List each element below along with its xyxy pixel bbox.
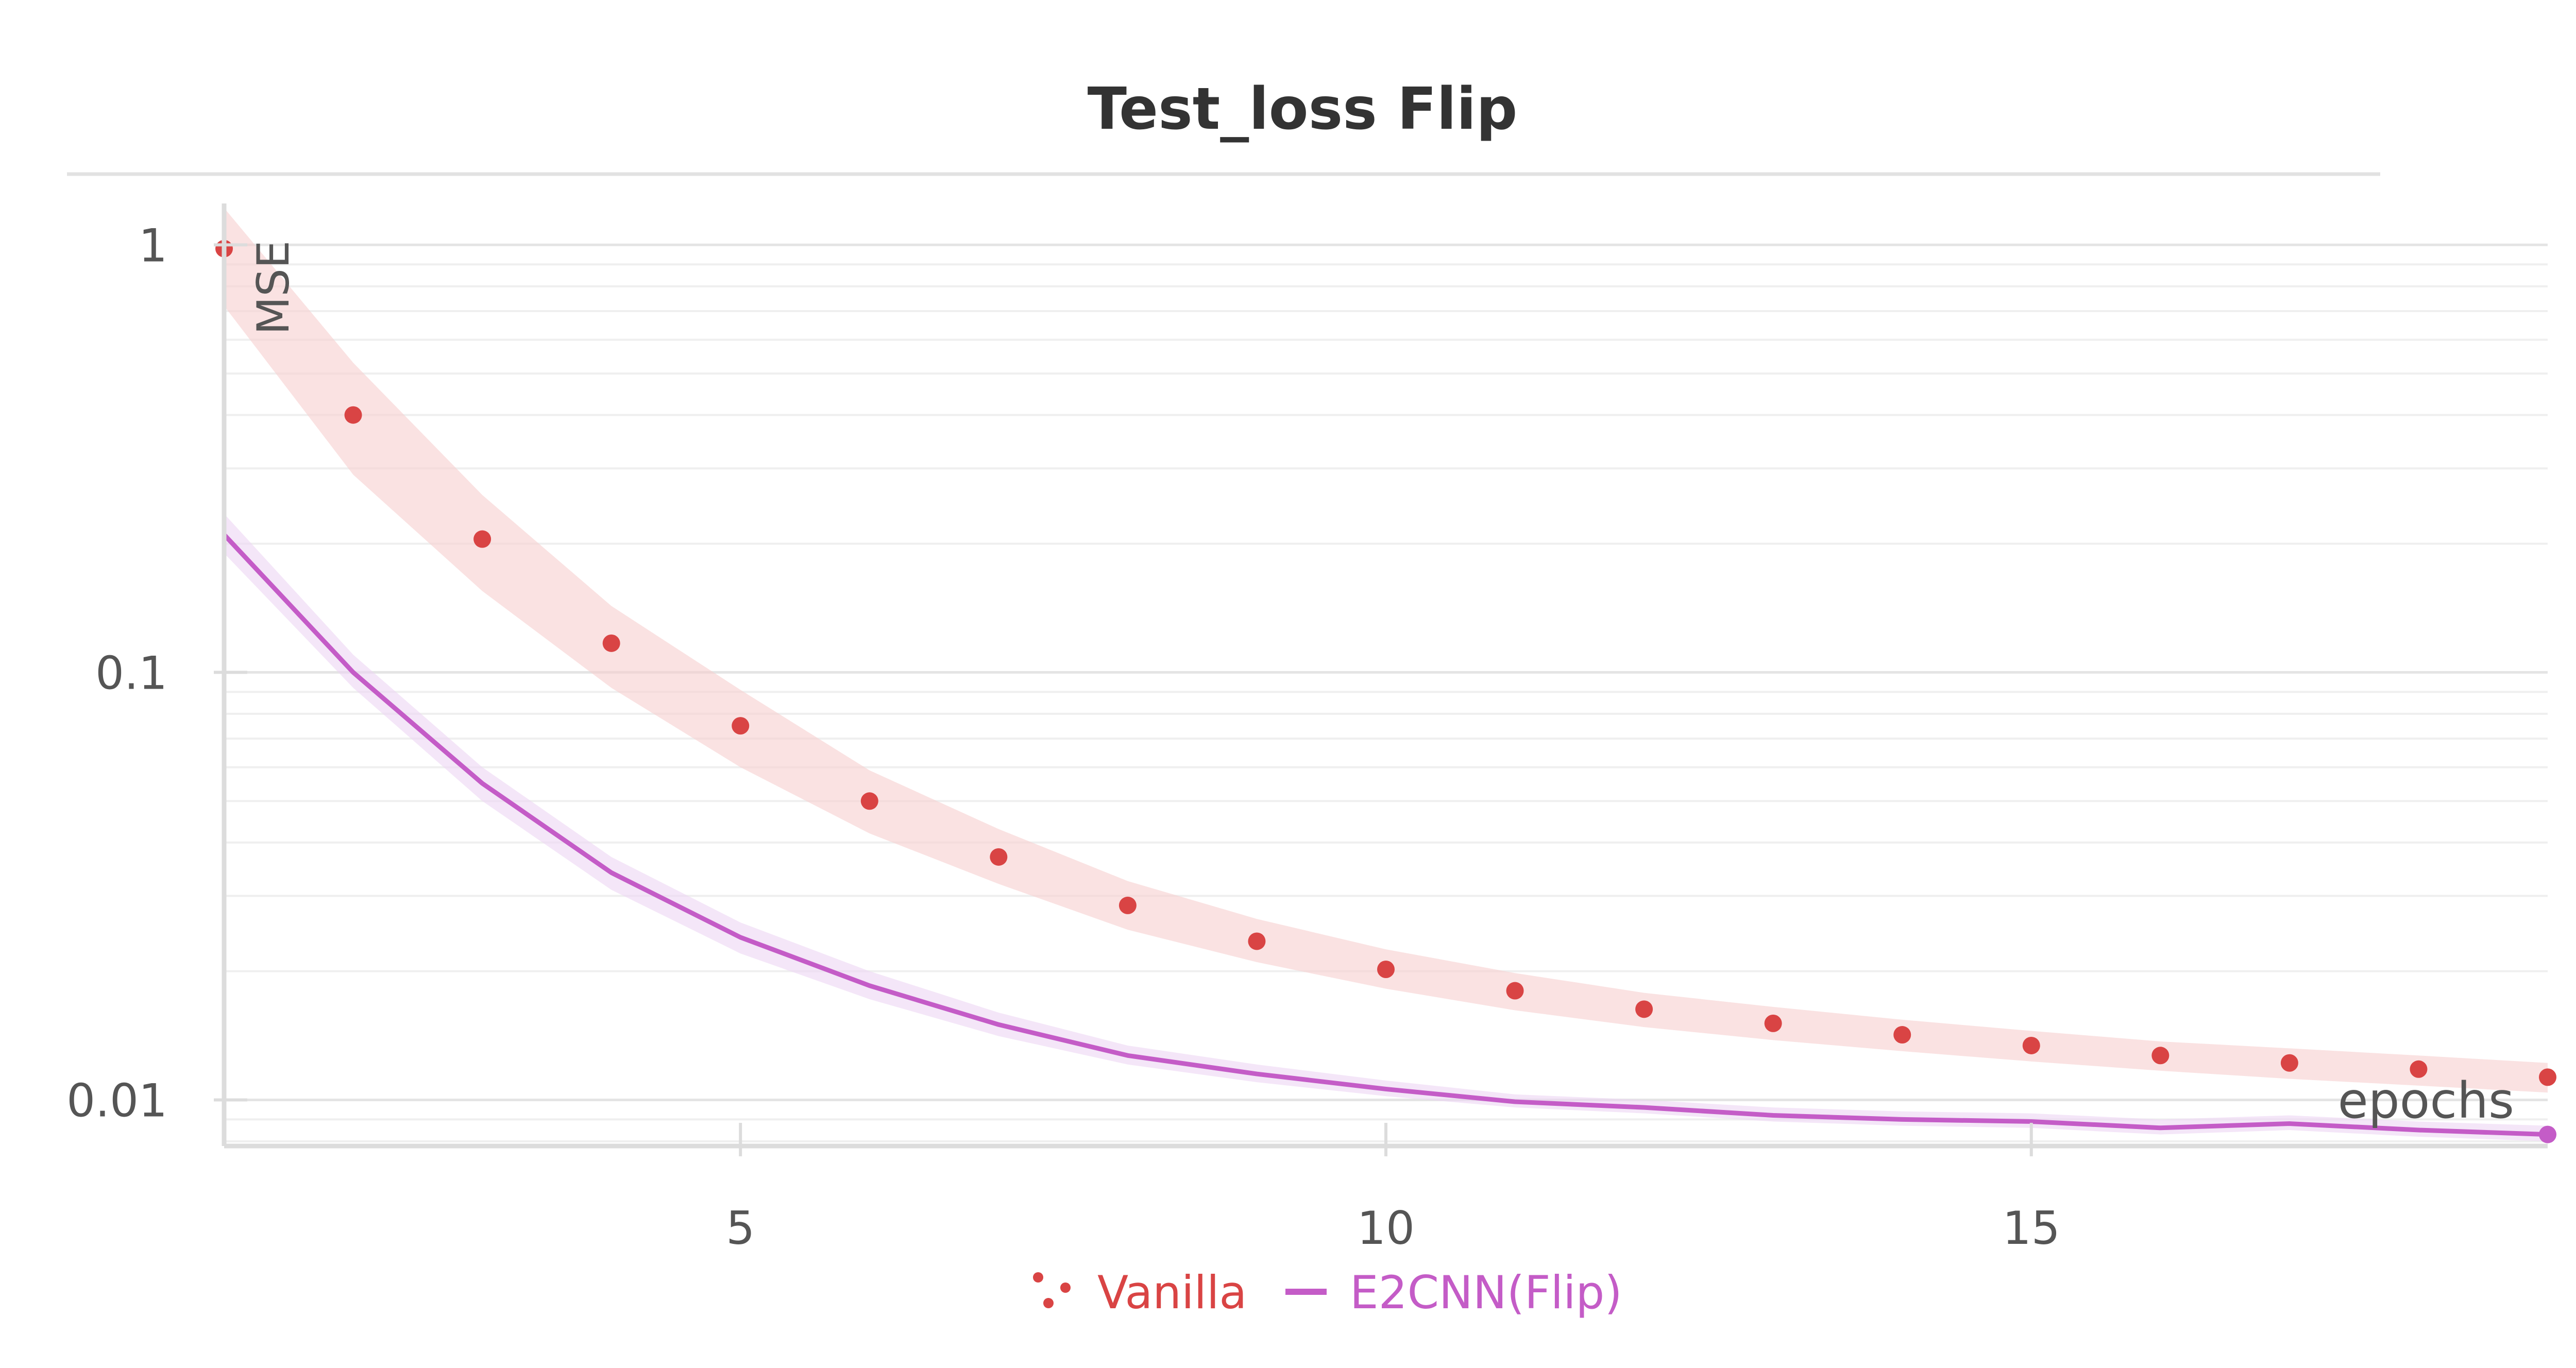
- vanilla-point: [1635, 1000, 1653, 1018]
- vanilla-point: [602, 634, 620, 652]
- e2cnn-line: [222, 533, 2548, 1137]
- x-tick-label: 15: [2003, 1202, 2060, 1255]
- vanilla-point: [1893, 1026, 1911, 1044]
- vanilla-point: [1118, 896, 1137, 914]
- vanilla-point: [2280, 1054, 2298, 1072]
- vanilla-point: [2151, 1047, 2170, 1065]
- legend-vanilla-icon-dot: [1060, 1282, 1071, 1293]
- y-axis-label: MSE: [248, 241, 299, 335]
- vanilla-point: [1764, 1014, 1782, 1032]
- vanilla-point: [473, 530, 492, 548]
- legend-e2cnn-label: E2CNN(Flip): [1350, 1266, 1622, 1319]
- legend-vanilla-label: Vanilla: [1097, 1266, 1247, 1319]
- error-bands: [224, 208, 2548, 1141]
- vanilla-point: [1377, 960, 1395, 978]
- vanilla-point: [2539, 1068, 2556, 1086]
- chart-title: Test_loss Flip: [1088, 76, 1518, 143]
- grid: [224, 243, 2548, 1142]
- vanilla-point: [2410, 1060, 2428, 1078]
- vanilla-point: [732, 717, 750, 735]
- vanilla-point: [860, 792, 878, 810]
- tick-labels: 1 0.1 0.01 5 10 15: [66, 219, 2060, 1255]
- x-tick-label: 5: [726, 1202, 755, 1255]
- e2cnn-end-point: [2539, 1125, 2556, 1143]
- vanilla-point: [990, 848, 1008, 866]
- axes: [222, 203, 2548, 1149]
- legend-vanilla-icon: [1033, 1272, 1043, 1282]
- x-axis-label: epochs: [2338, 1072, 2514, 1130]
- vanilla-point: [1248, 932, 1266, 950]
- x-tick-label: 10: [1357, 1202, 1415, 1255]
- vanilla-point: [2022, 1036, 2040, 1054]
- y-tick-label: 1: [139, 219, 167, 272]
- legend: Vanilla E2CNN(Flip): [1033, 1266, 1622, 1319]
- y-tick-label: 0.01: [66, 1074, 167, 1127]
- legend-vanilla-icon-dot: [1043, 1298, 1054, 1308]
- vanilla-point: [344, 406, 362, 424]
- y-tick-label: 0.1: [95, 646, 167, 699]
- vanilla-point: [1506, 982, 1524, 1000]
